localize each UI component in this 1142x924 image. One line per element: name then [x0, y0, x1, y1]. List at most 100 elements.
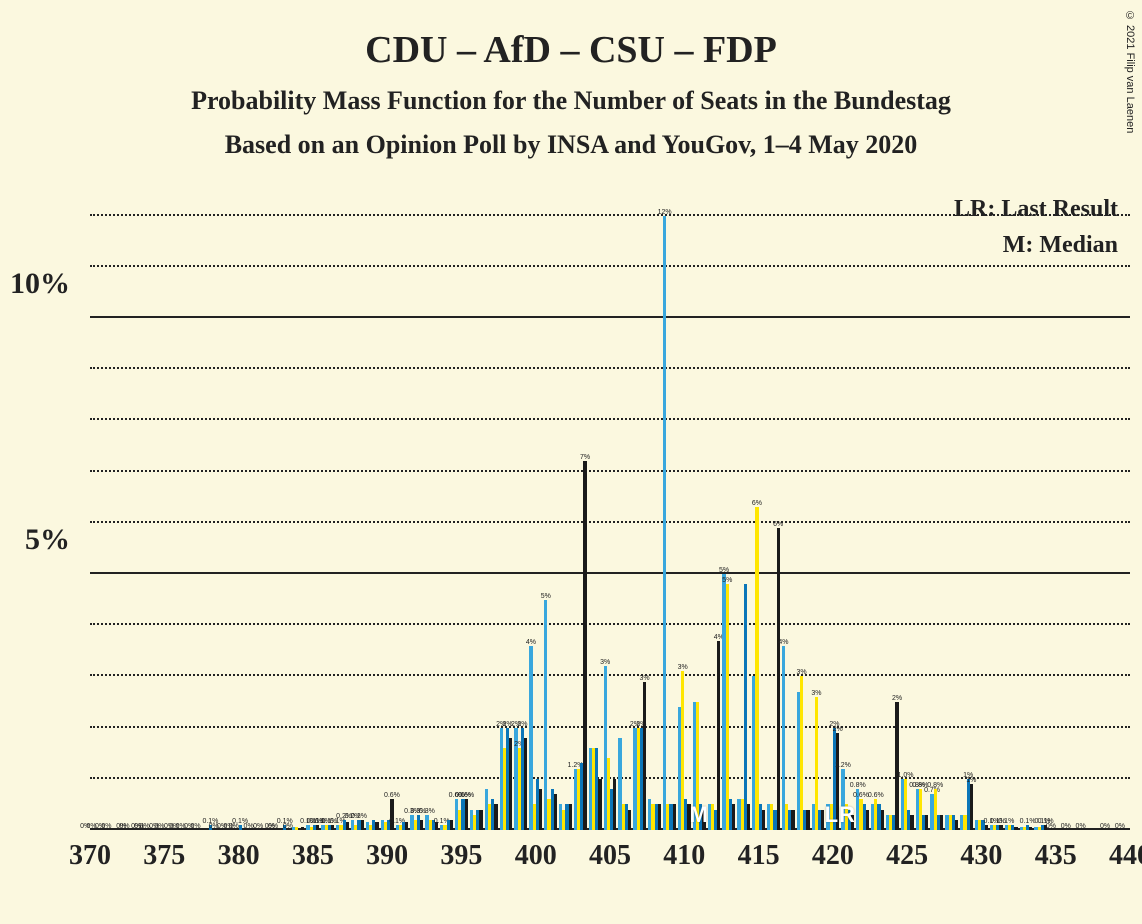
- bar-group: 0.8%0.8%: [916, 190, 929, 830]
- bar: [420, 820, 423, 830]
- x-label: 370: [69, 840, 111, 872]
- bar-group: 0%0%: [188, 190, 201, 830]
- bar-group: 6%: [767, 190, 780, 830]
- x-label: 385: [292, 840, 334, 872]
- bar: [613, 779, 616, 830]
- bar-group: [693, 190, 706, 830]
- bar: 4%: [717, 641, 720, 830]
- bar-group: [470, 190, 483, 830]
- marker-m: M: [689, 802, 708, 828]
- bar-group: 0.1%0%: [202, 190, 215, 830]
- bar-value-label: 5%: [722, 577, 732, 584]
- x-label: 400: [515, 840, 557, 872]
- bar-group: [618, 190, 631, 830]
- bar: [658, 804, 661, 830]
- bar: [881, 810, 884, 830]
- bar-group: 6%: [752, 190, 765, 830]
- bar-value-label: 0%: [1076, 823, 1086, 830]
- bar-group: 2%2%2%: [514, 190, 527, 830]
- bar-value-label: 2%: [517, 721, 527, 728]
- x-label: 420: [812, 840, 854, 872]
- bar-value-label: 5%: [719, 567, 729, 574]
- bar: 0.6%: [465, 799, 468, 830]
- bar: [732, 804, 735, 830]
- bar-group: 3%: [812, 190, 825, 830]
- x-label: 415: [738, 840, 780, 872]
- bar: [744, 584, 747, 830]
- x-label: 375: [143, 840, 185, 872]
- bar-value-label: 3%: [678, 664, 688, 671]
- bar-group: 0.3%: [425, 190, 438, 830]
- bar-group: 3%: [678, 190, 691, 830]
- bar-group: 4%: [708, 190, 721, 830]
- x-label: 425: [886, 840, 928, 872]
- bar: [524, 738, 527, 830]
- bar: [628, 810, 631, 830]
- bar-group: 5%: [544, 190, 557, 830]
- bar-group: 0.1%0.1%: [1034, 190, 1047, 830]
- bar: [554, 794, 557, 830]
- bar-group: [975, 190, 988, 830]
- bar-group: 0%: [1049, 190, 1062, 830]
- chart-title: CDU – AfD – CSU – FDP: [0, 0, 1142, 72]
- bar: [361, 820, 364, 830]
- bar-group: 0%0%: [262, 190, 275, 830]
- chart-container: CDU – AfD – CSU – FDP Probability Mass F…: [0, 0, 1142, 924]
- bar-value-label: 0%: [154, 823, 164, 830]
- bar: [375, 822, 378, 830]
- bar-group: 0.1%: [396, 190, 409, 830]
- bar-group: 0%0%: [217, 190, 230, 830]
- bar: [747, 804, 750, 830]
- bar: [955, 820, 958, 830]
- bar-value-label: 0.8%: [850, 782, 866, 789]
- bar-group: 5%5%: [722, 190, 735, 830]
- bar-group: 0%0%: [84, 190, 97, 830]
- bar: 4%: [782, 646, 785, 830]
- bar-group: 0%0%: [128, 190, 141, 830]
- bar-group: [292, 190, 305, 830]
- x-label: 410: [663, 840, 705, 872]
- bar: [569, 804, 572, 830]
- bar: [791, 810, 794, 830]
- bar: 12%: [663, 216, 666, 830]
- bar: [866, 810, 869, 830]
- bar-value-label: 0%: [244, 823, 254, 830]
- bar-group: 0.1%: [1020, 190, 1033, 830]
- bar: [940, 815, 943, 830]
- bar: 3%: [643, 682, 646, 830]
- bar-group: 0%0%: [98, 190, 111, 830]
- plot-area: LR: Last Result M: Median 5%10% 0%0%0%0%…: [90, 190, 1130, 830]
- bar-group: 0.6%: [871, 190, 884, 830]
- bar-value-label: 0.6%: [853, 792, 869, 799]
- bar-group: 0.1%0.1%0.1%: [306, 190, 319, 830]
- bar: [539, 789, 542, 830]
- bar: [762, 810, 765, 830]
- bar: 3%: [800, 676, 803, 830]
- bar-value-label: 0%: [140, 823, 150, 830]
- bar: [806, 810, 809, 830]
- bar-group: 0.1%0.1%: [321, 190, 334, 830]
- bar-group: 0.1%0.2%: [336, 190, 349, 830]
- bar-value-label: 3%: [811, 690, 821, 697]
- x-label: 430: [960, 840, 1002, 872]
- chart-subtitle-2: Based on an Opinion Poll by INSA and You…: [0, 130, 1142, 160]
- bar-group: 0%0%: [143, 190, 156, 830]
- chart-subtitle-1: Probability Mass Function for the Number…: [0, 86, 1142, 116]
- bar-value-label: 3%: [600, 659, 610, 666]
- bar: 0.6%: [390, 799, 393, 830]
- bar: 4%: [529, 646, 532, 830]
- bar: [985, 825, 988, 830]
- bar: [494, 804, 497, 830]
- bar-value-label: 0.8%: [927, 782, 943, 789]
- bar-value-label: 0%: [1061, 823, 1071, 830]
- bar-group: 0.2%0.2%: [351, 190, 364, 830]
- bar: [301, 827, 304, 830]
- bar-group: 0.7%0.8%: [930, 190, 943, 830]
- bar-group: 2%: [886, 190, 899, 830]
- bar-value-label: 0%: [101, 823, 111, 830]
- bar-value-label: 4%: [778, 639, 788, 646]
- bar-group: 1%1%: [960, 190, 973, 830]
- bar-value-label: 0%: [1046, 823, 1056, 830]
- bar-group: 0%0.1%: [232, 190, 245, 830]
- bar-group: 12%: [663, 190, 676, 830]
